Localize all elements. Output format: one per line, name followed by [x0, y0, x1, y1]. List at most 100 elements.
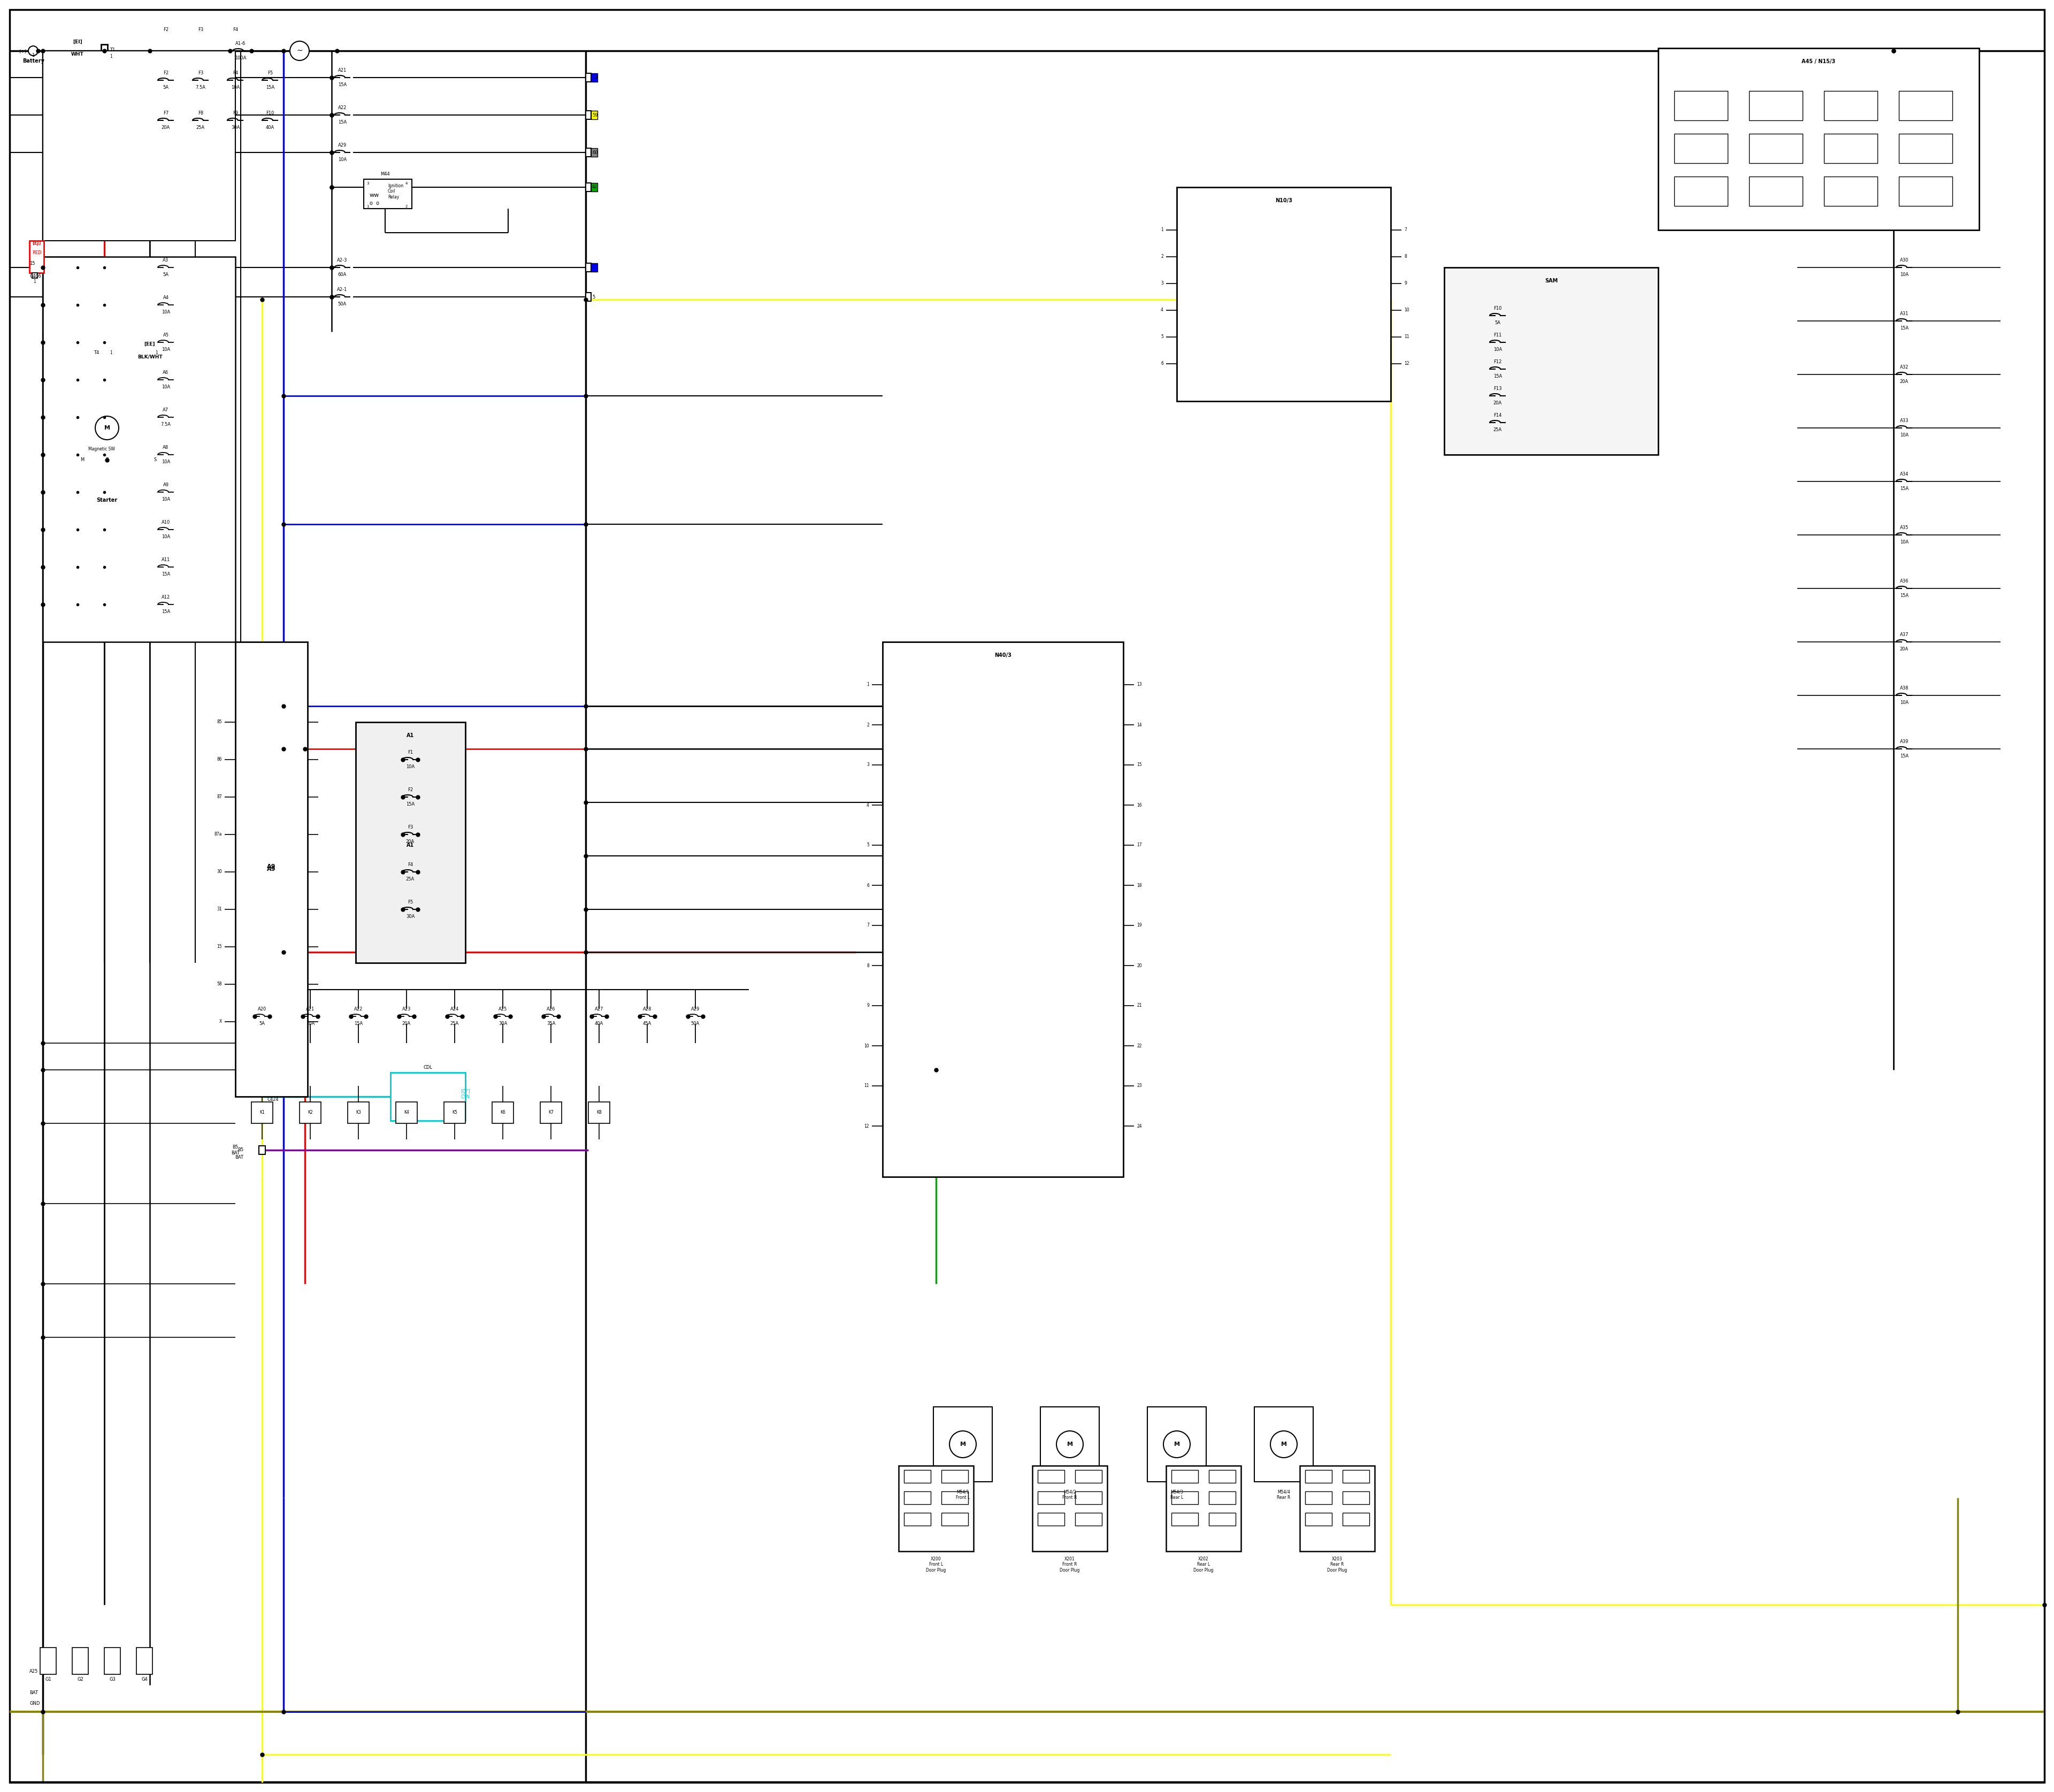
Text: 10A: 10A	[162, 385, 170, 389]
Text: G3: G3	[109, 1677, 115, 1683]
Text: 15: 15	[1136, 763, 1142, 767]
Text: F4: F4	[232, 70, 238, 75]
Text: F3: F3	[407, 824, 413, 830]
Text: A4: A4	[162, 296, 168, 299]
Text: 20A: 20A	[403, 1021, 411, 1027]
Text: 45A: 45A	[643, 1021, 651, 1027]
Text: 60: 60	[592, 151, 598, 154]
Text: A24: A24	[450, 1007, 458, 1011]
Bar	[1444, 267, 1658, 455]
Text: Ignition
Coil
Relay: Ignition Coil Relay	[388, 183, 403, 199]
Text: 10A: 10A	[1900, 539, 1908, 545]
Text: A7: A7	[162, 407, 168, 412]
Text: 4: 4	[405, 181, 409, 185]
Text: K7: K7	[548, 1111, 555, 1115]
Text: A38: A38	[1900, 686, 1908, 690]
Text: A27: A27	[596, 1007, 604, 1011]
Text: F5: F5	[407, 900, 413, 905]
Text: X201
Front R
Door Plug: X201 Front R Door Plug	[1060, 1557, 1080, 1573]
Circle shape	[1056, 1432, 1082, 1457]
Text: 12: 12	[1405, 362, 1409, 366]
Text: 22: 22	[1136, 1043, 1142, 1048]
Bar	[33, 272, 37, 278]
Text: 3: 3	[366, 181, 370, 185]
Text: A25: A25	[499, 1007, 507, 1011]
Text: Magnetic SW: Magnetic SW	[88, 446, 115, 452]
Bar	[1177, 186, 1391, 401]
Bar	[1898, 134, 1953, 163]
Text: A10: A10	[162, 520, 170, 525]
Text: 12: 12	[865, 1124, 869, 1129]
Bar	[1674, 91, 1727, 120]
Text: G2: G2	[78, 1677, 84, 1683]
Text: A9: A9	[162, 482, 168, 487]
Bar	[585, 73, 592, 82]
Text: M54/1
Front L: M54/1 Front L	[955, 1489, 969, 1500]
Text: 30A: 30A	[407, 914, 415, 919]
Bar	[1148, 1407, 1206, 1482]
Text: A26: A26	[546, 1007, 555, 1011]
Circle shape	[290, 41, 310, 61]
Text: 15A: 15A	[162, 609, 170, 615]
Text: A25: A25	[29, 1668, 39, 1674]
Text: 2: 2	[405, 204, 409, 208]
Text: 5A: 5A	[162, 272, 168, 278]
Bar	[259, 1145, 265, 1154]
Text: K5: K5	[452, 1111, 458, 1115]
Bar	[29, 240, 43, 272]
Text: 11: 11	[1405, 335, 1409, 339]
Text: 58: 58	[218, 982, 222, 987]
Bar	[1824, 134, 1877, 163]
Circle shape	[29, 47, 37, 56]
Text: 30: 30	[218, 869, 222, 874]
Text: 2: 2	[867, 722, 869, 728]
Text: 15A: 15A	[1900, 754, 1908, 758]
Text: 25A: 25A	[407, 876, 415, 882]
Bar	[592, 73, 598, 82]
Bar	[1304, 1469, 1331, 1482]
Text: A21: A21	[339, 68, 347, 73]
Bar	[101, 349, 107, 357]
Text: 8: 8	[1405, 254, 1407, 260]
Text: 15A: 15A	[1900, 593, 1908, 599]
Text: K6: K6	[501, 1111, 505, 1115]
Text: A5: A5	[162, 333, 168, 337]
Text: F3: F3	[197, 70, 203, 75]
Text: F3: F3	[197, 27, 203, 32]
Text: M44: M44	[380, 172, 390, 177]
Text: A23: A23	[403, 1007, 411, 1011]
Text: 1: 1	[156, 351, 158, 355]
Text: 25A: 25A	[197, 125, 205, 131]
Bar	[585, 183, 592, 192]
Bar	[1824, 91, 1877, 120]
Text: A22: A22	[353, 1007, 364, 1011]
Text: A6: A6	[162, 371, 168, 375]
Text: 8: 8	[867, 962, 869, 968]
Text: 18: 18	[1136, 883, 1142, 887]
Text: N10/3: N10/3	[1276, 197, 1292, 202]
Text: A39: A39	[1900, 740, 1908, 744]
Text: B5
BAT: B5 BAT	[230, 1145, 240, 1156]
Text: 4: 4	[867, 803, 869, 808]
Text: 1: 1	[33, 280, 35, 285]
Bar	[1074, 1512, 1101, 1525]
Text: 10: 10	[1405, 308, 1409, 312]
Text: X202
Rear L
Door Plug: X202 Rear L Door Plug	[1193, 1557, 1214, 1573]
Bar	[1343, 1491, 1370, 1503]
Text: A31: A31	[1900, 312, 1908, 315]
Text: 10A: 10A	[306, 1021, 314, 1027]
Text: A37: A37	[1900, 633, 1908, 638]
Bar	[251, 1102, 273, 1124]
Bar	[1037, 1469, 1064, 1482]
Bar	[1074, 1491, 1101, 1503]
Text: Starter: Starter	[97, 498, 117, 504]
Text: 40A: 40A	[596, 1021, 604, 1027]
Text: 87a: 87a	[214, 831, 222, 837]
Text: A12: A12	[162, 595, 170, 600]
Text: 35A: 35A	[546, 1021, 555, 1027]
Text: F7: F7	[162, 111, 168, 115]
Bar	[904, 1491, 930, 1503]
Text: 59: 59	[592, 113, 598, 118]
Text: 30A: 30A	[230, 125, 240, 131]
Text: 20A: 20A	[1493, 401, 1501, 405]
